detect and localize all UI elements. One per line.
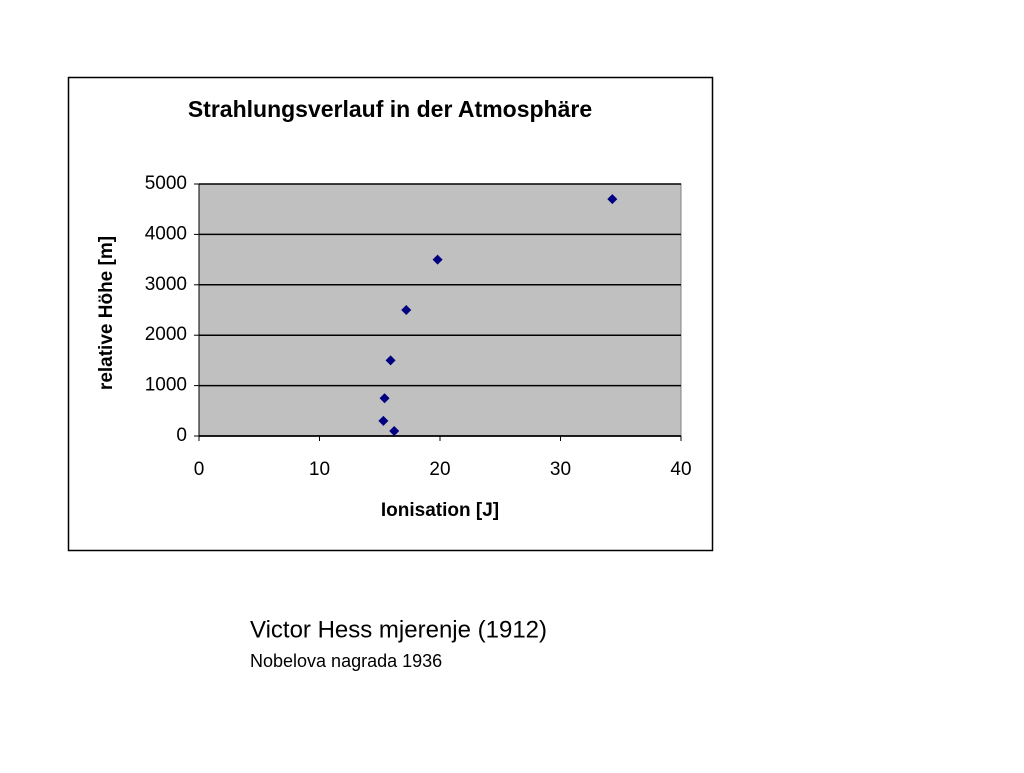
plot-area (198, 183, 682, 437)
y-axis-label: relative Höhe [m] (96, 236, 117, 390)
data-point (378, 415, 389, 426)
y-tick-label: 3000 (145, 274, 187, 295)
caption-subtitle: Nobelova nagrada 1936 (250, 651, 442, 671)
caption-title: Victor Hess mjerenje (1912) (250, 616, 547, 643)
y-tick-label: 0 (176, 425, 187, 446)
x-tick-label: 40 (670, 459, 691, 480)
x-tick-label: 10 (309, 459, 330, 480)
x-tick-label: 0 (194, 459, 205, 480)
y-tick-label: 2000 (145, 324, 187, 345)
x-tick-label: 20 (429, 459, 450, 480)
y-tick-label: 1000 (145, 375, 187, 396)
data-point (385, 355, 396, 366)
data-point (389, 425, 400, 436)
y-tick-label: 5000 (145, 173, 187, 194)
data-point (432, 254, 443, 265)
chart-title: Strahlungsverlauf in der Atmosphäre (188, 96, 592, 122)
data-point (379, 393, 390, 404)
x-axis-label: Ionisation [J] (381, 500, 499, 521)
x-tick-label: 30 (550, 459, 571, 480)
data-point (607, 194, 618, 205)
y-tick-label: 4000 (145, 223, 187, 244)
data-point (401, 305, 412, 315)
